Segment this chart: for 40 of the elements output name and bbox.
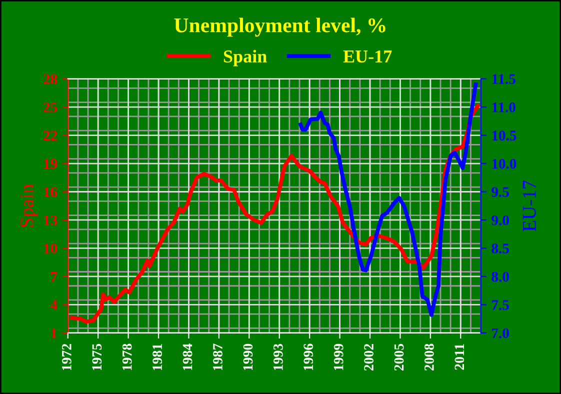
x-tick-label: 2011 xyxy=(454,344,464,370)
x-tick-label: 1999 xyxy=(334,344,344,370)
x-tick-label: 1993 xyxy=(274,344,283,370)
x-tick-label: 2005 xyxy=(394,344,404,371)
y-tick-label: 13 xyxy=(44,215,57,226)
x-tick-label: 2002 xyxy=(364,344,374,371)
x-tick-label: 1996 xyxy=(304,344,314,370)
y2-tick-label: 7.0 xyxy=(492,328,509,338)
y-tick-label: 16 xyxy=(44,187,58,197)
x-tick-label: 1975 xyxy=(92,344,102,370)
y2-tick-label: 10.0 xyxy=(492,158,516,169)
y2-axis-title: EU-17 xyxy=(522,180,536,232)
y2-tick-label: 7.5 xyxy=(492,300,509,310)
y-axis-title: Spain xyxy=(20,184,38,227)
y2-tick-label: 11.0 xyxy=(492,102,516,112)
y2-tick-label: 8.5 xyxy=(492,244,509,254)
x-tick-label: 1990 xyxy=(243,344,253,370)
x-tick-label: 1987 xyxy=(213,344,222,370)
legend-label: Spain xyxy=(224,50,267,66)
line-series xyxy=(298,82,478,317)
y2-tick-label: 8.0 xyxy=(492,272,509,282)
y-tick-label: 10 xyxy=(44,244,57,254)
y-tick-label: 4 xyxy=(50,300,58,310)
legend-label: EU-17 xyxy=(343,50,392,63)
chart-title: Unemployment level, % xyxy=(174,18,386,37)
y-tick-label: 1 xyxy=(51,328,57,338)
y-tick-label: 22 xyxy=(43,130,57,140)
y2-tick-label: 9.0 xyxy=(492,215,509,226)
x-tick-label: 2008 xyxy=(424,344,434,371)
y2-tick-label: 10.5 xyxy=(492,130,516,141)
y-tick-label: 7 xyxy=(51,272,58,282)
x-tick-label: 1972 xyxy=(62,344,72,370)
x-tick-label: 1981 xyxy=(152,344,162,370)
y-tick-label: 19 xyxy=(44,158,57,169)
x-tick-label: 1984 xyxy=(182,344,192,370)
y2-tick-label: 9.5 xyxy=(492,187,509,198)
y-tick-label: 28 xyxy=(43,74,57,84)
y2-tick-label: 11.5 xyxy=(492,74,516,84)
y-tick-label: 25 xyxy=(43,102,57,112)
x-tick-label: 1978 xyxy=(122,344,132,370)
